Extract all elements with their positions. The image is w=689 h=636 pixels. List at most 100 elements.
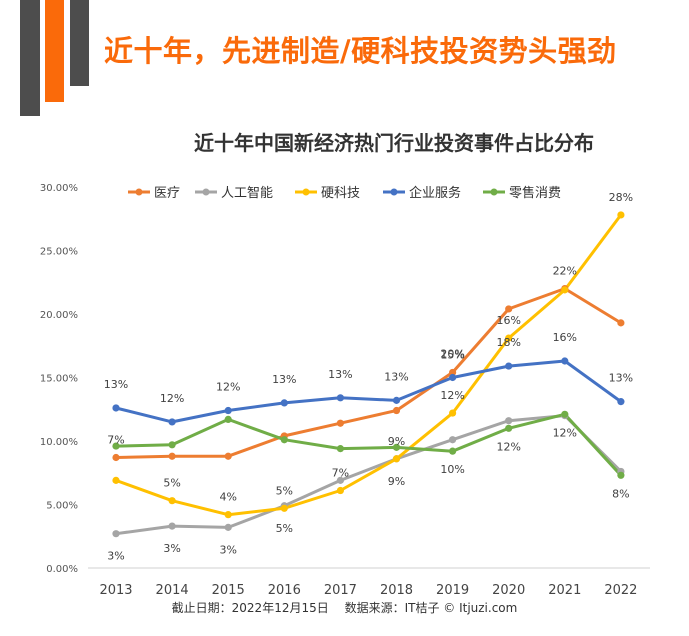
data-point-企业服务 xyxy=(336,394,344,402)
footer: 截止日期：2022年12月15日 数据来源：IT桔子 © Itjuzi.com xyxy=(0,599,689,616)
data-point-企业服务 xyxy=(449,373,457,382)
data-point-硬科技 xyxy=(505,334,513,342)
data-point-人工智能 xyxy=(449,436,457,444)
data-label: 3% xyxy=(163,542,180,555)
y-tick-label: 0.00% xyxy=(46,564,78,575)
data-label: 12% xyxy=(216,381,240,394)
data-label: 13% xyxy=(384,370,408,383)
y-tick-label: 10.00% xyxy=(40,437,78,448)
x-tick-label: 2020 xyxy=(492,583,525,598)
data-point-医疗 xyxy=(449,368,457,377)
data-label: 28% xyxy=(609,191,633,204)
data-label: 9% xyxy=(388,435,405,448)
data-point-企业服务 xyxy=(168,418,176,426)
data-label: 13% xyxy=(609,372,633,385)
x-tick-label: 2017 xyxy=(324,583,357,598)
data-point-人工智能 xyxy=(336,476,344,484)
y-tick-label: 15.00% xyxy=(40,374,78,385)
legend-label: 硬科技 xyxy=(321,186,360,201)
data-point-零售消费 xyxy=(505,424,513,432)
x-tick-label: 2014 xyxy=(156,583,189,598)
data-label: 15% xyxy=(440,348,464,361)
data-label: 3% xyxy=(219,543,236,556)
x-tick-label: 2013 xyxy=(99,583,132,598)
data-label: 12% xyxy=(160,392,184,405)
data-label: 12% xyxy=(440,389,464,402)
data-point-企业服务 xyxy=(392,396,401,404)
data-point-企业服务 xyxy=(561,357,569,365)
data-point-零售消费 xyxy=(561,410,569,418)
data-label: 7% xyxy=(107,434,124,447)
data-point-企业服务 xyxy=(112,404,120,412)
data-point-硬科技 xyxy=(617,211,625,219)
chart-title: 近十年中国新经济热门行业投资事件占比分布 xyxy=(194,131,594,155)
data-point-企业服务 xyxy=(280,399,288,407)
data-point-硬科技 xyxy=(168,497,176,505)
y-tick-label: 5.00% xyxy=(46,501,78,512)
data-label: 16% xyxy=(496,314,520,327)
footer-cutoff: 截止日期：2022年12月15日 xyxy=(171,601,329,615)
data-point-硬科技 xyxy=(280,504,288,512)
data-point-零售消费 xyxy=(168,441,176,449)
footer-source: 数据来源：IT桔子 © Itjuzi.com xyxy=(344,601,518,615)
x-tick-label: 2015 xyxy=(212,583,245,598)
data-label: 12% xyxy=(553,426,577,439)
data-point-医疗 xyxy=(505,305,513,313)
data-point-医疗 xyxy=(392,406,401,415)
data-label: 9% xyxy=(388,475,405,488)
legend-label: 人工智能 xyxy=(221,186,273,201)
y-tick-label: 25.00% xyxy=(40,247,78,258)
data-point-企业服务 xyxy=(617,398,625,406)
data-label: 10% xyxy=(440,463,464,476)
data-label: 13% xyxy=(328,368,352,381)
data-point-硬科技 xyxy=(561,286,569,294)
series-line-医疗 xyxy=(115,287,622,459)
data-point-零售消费 xyxy=(280,436,288,444)
data-point-医疗 xyxy=(617,319,625,327)
data-point-人工智能 xyxy=(168,522,176,530)
data-point-零售消费 xyxy=(617,471,625,479)
data-label: 13% xyxy=(104,378,128,391)
data-label: 20% xyxy=(440,348,464,361)
data-point-医疗 xyxy=(336,419,344,427)
data-point-企业服务 xyxy=(505,362,513,370)
x-tick-label: 2016 xyxy=(268,583,301,598)
data-label: 13% xyxy=(272,373,296,386)
data-point-零售消费 xyxy=(449,447,457,455)
data-point-医疗 xyxy=(224,452,232,460)
page-headline: 近十年，先进制造/硬科技投资势头强劲 xyxy=(104,34,617,68)
series-line-硬科技 xyxy=(115,214,623,517)
decor-bar-dark-2 xyxy=(70,0,89,86)
series-line-人工智能 xyxy=(115,414,622,536)
data-point-人工智能 xyxy=(112,530,120,538)
legend-swatch-marker xyxy=(135,188,143,196)
decor-bar-dark-1 xyxy=(20,0,40,116)
data-label: 5% xyxy=(276,484,293,497)
y-tick-label: 30.00% xyxy=(40,183,78,194)
data-point-零售消费 xyxy=(224,415,232,424)
series-line-零售消费 xyxy=(115,412,623,477)
data-point-零售消费 xyxy=(336,445,344,453)
data-label: 12% xyxy=(496,440,520,453)
data-label: 22% xyxy=(553,265,577,278)
data-point-零售消费 xyxy=(112,442,120,450)
data-point-医疗 xyxy=(112,453,120,462)
x-tick-label: 2021 xyxy=(548,583,581,598)
data-label: 8% xyxy=(612,487,629,500)
data-point-医疗 xyxy=(168,452,176,460)
data-point-硬科技 xyxy=(112,476,120,484)
x-tick-label: 2022 xyxy=(604,583,637,598)
data-point-硬科技 xyxy=(392,455,401,463)
legend-label: 医疗 xyxy=(154,186,180,201)
series-line-企业服务 xyxy=(115,359,622,424)
data-label: 5% xyxy=(276,522,293,535)
legend-label: 零售消费 xyxy=(509,185,561,201)
data-label: 4% xyxy=(219,491,236,504)
x-tick-label: 2019 xyxy=(436,583,469,598)
data-point-硬科技 xyxy=(449,409,457,417)
data-point-人工智能 xyxy=(224,523,232,531)
legend-swatch-marker xyxy=(302,188,310,196)
data-point-硬科技 xyxy=(224,511,232,519)
data-label: 16% xyxy=(553,331,577,344)
